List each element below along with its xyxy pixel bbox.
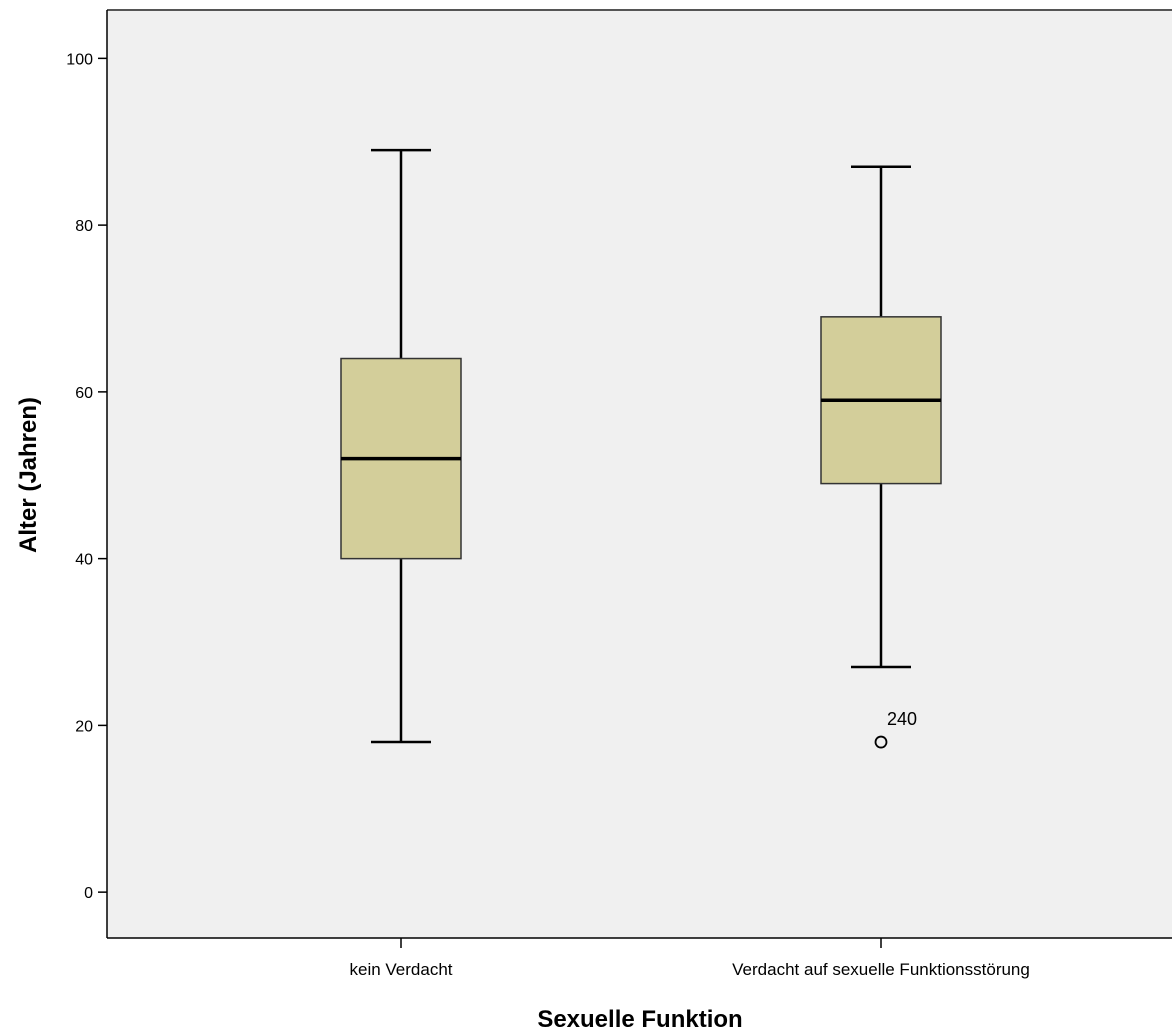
plot-area <box>107 10 1172 938</box>
box-group: 240 <box>820 165 942 749</box>
y-tick-label: 80 <box>75 218 93 235</box>
y-axis-ticks: 0 20 40 60 80 100 <box>66 51 107 902</box>
y-tick-label: 0 <box>84 885 93 902</box>
outlier-point <box>874 735 888 749</box>
boxes: 240 <box>340 148 942 749</box>
x-tick-label: Verdacht auf sexuelle Funktionsstörung <box>732 960 1030 979</box>
x-tick-label: kein Verdacht <box>349 960 452 979</box>
y-tick-label: 60 <box>75 385 93 402</box>
y-axis-title: Alter (Jahren) <box>15 397 42 553</box>
y-tick-label: 40 <box>75 552 93 569</box>
y-tick-label: 100 <box>66 51 93 68</box>
x-axis-title: Sexuelle Funktion <box>537 1006 742 1031</box>
box-group <box>340 148 462 744</box>
outlier-label: 240 <box>887 709 917 729</box>
y-tick-label: 20 <box>75 718 93 735</box>
x-axis-ticks: kein Verdacht Verdacht auf sexuelle Funkt… <box>349 938 1030 979</box>
